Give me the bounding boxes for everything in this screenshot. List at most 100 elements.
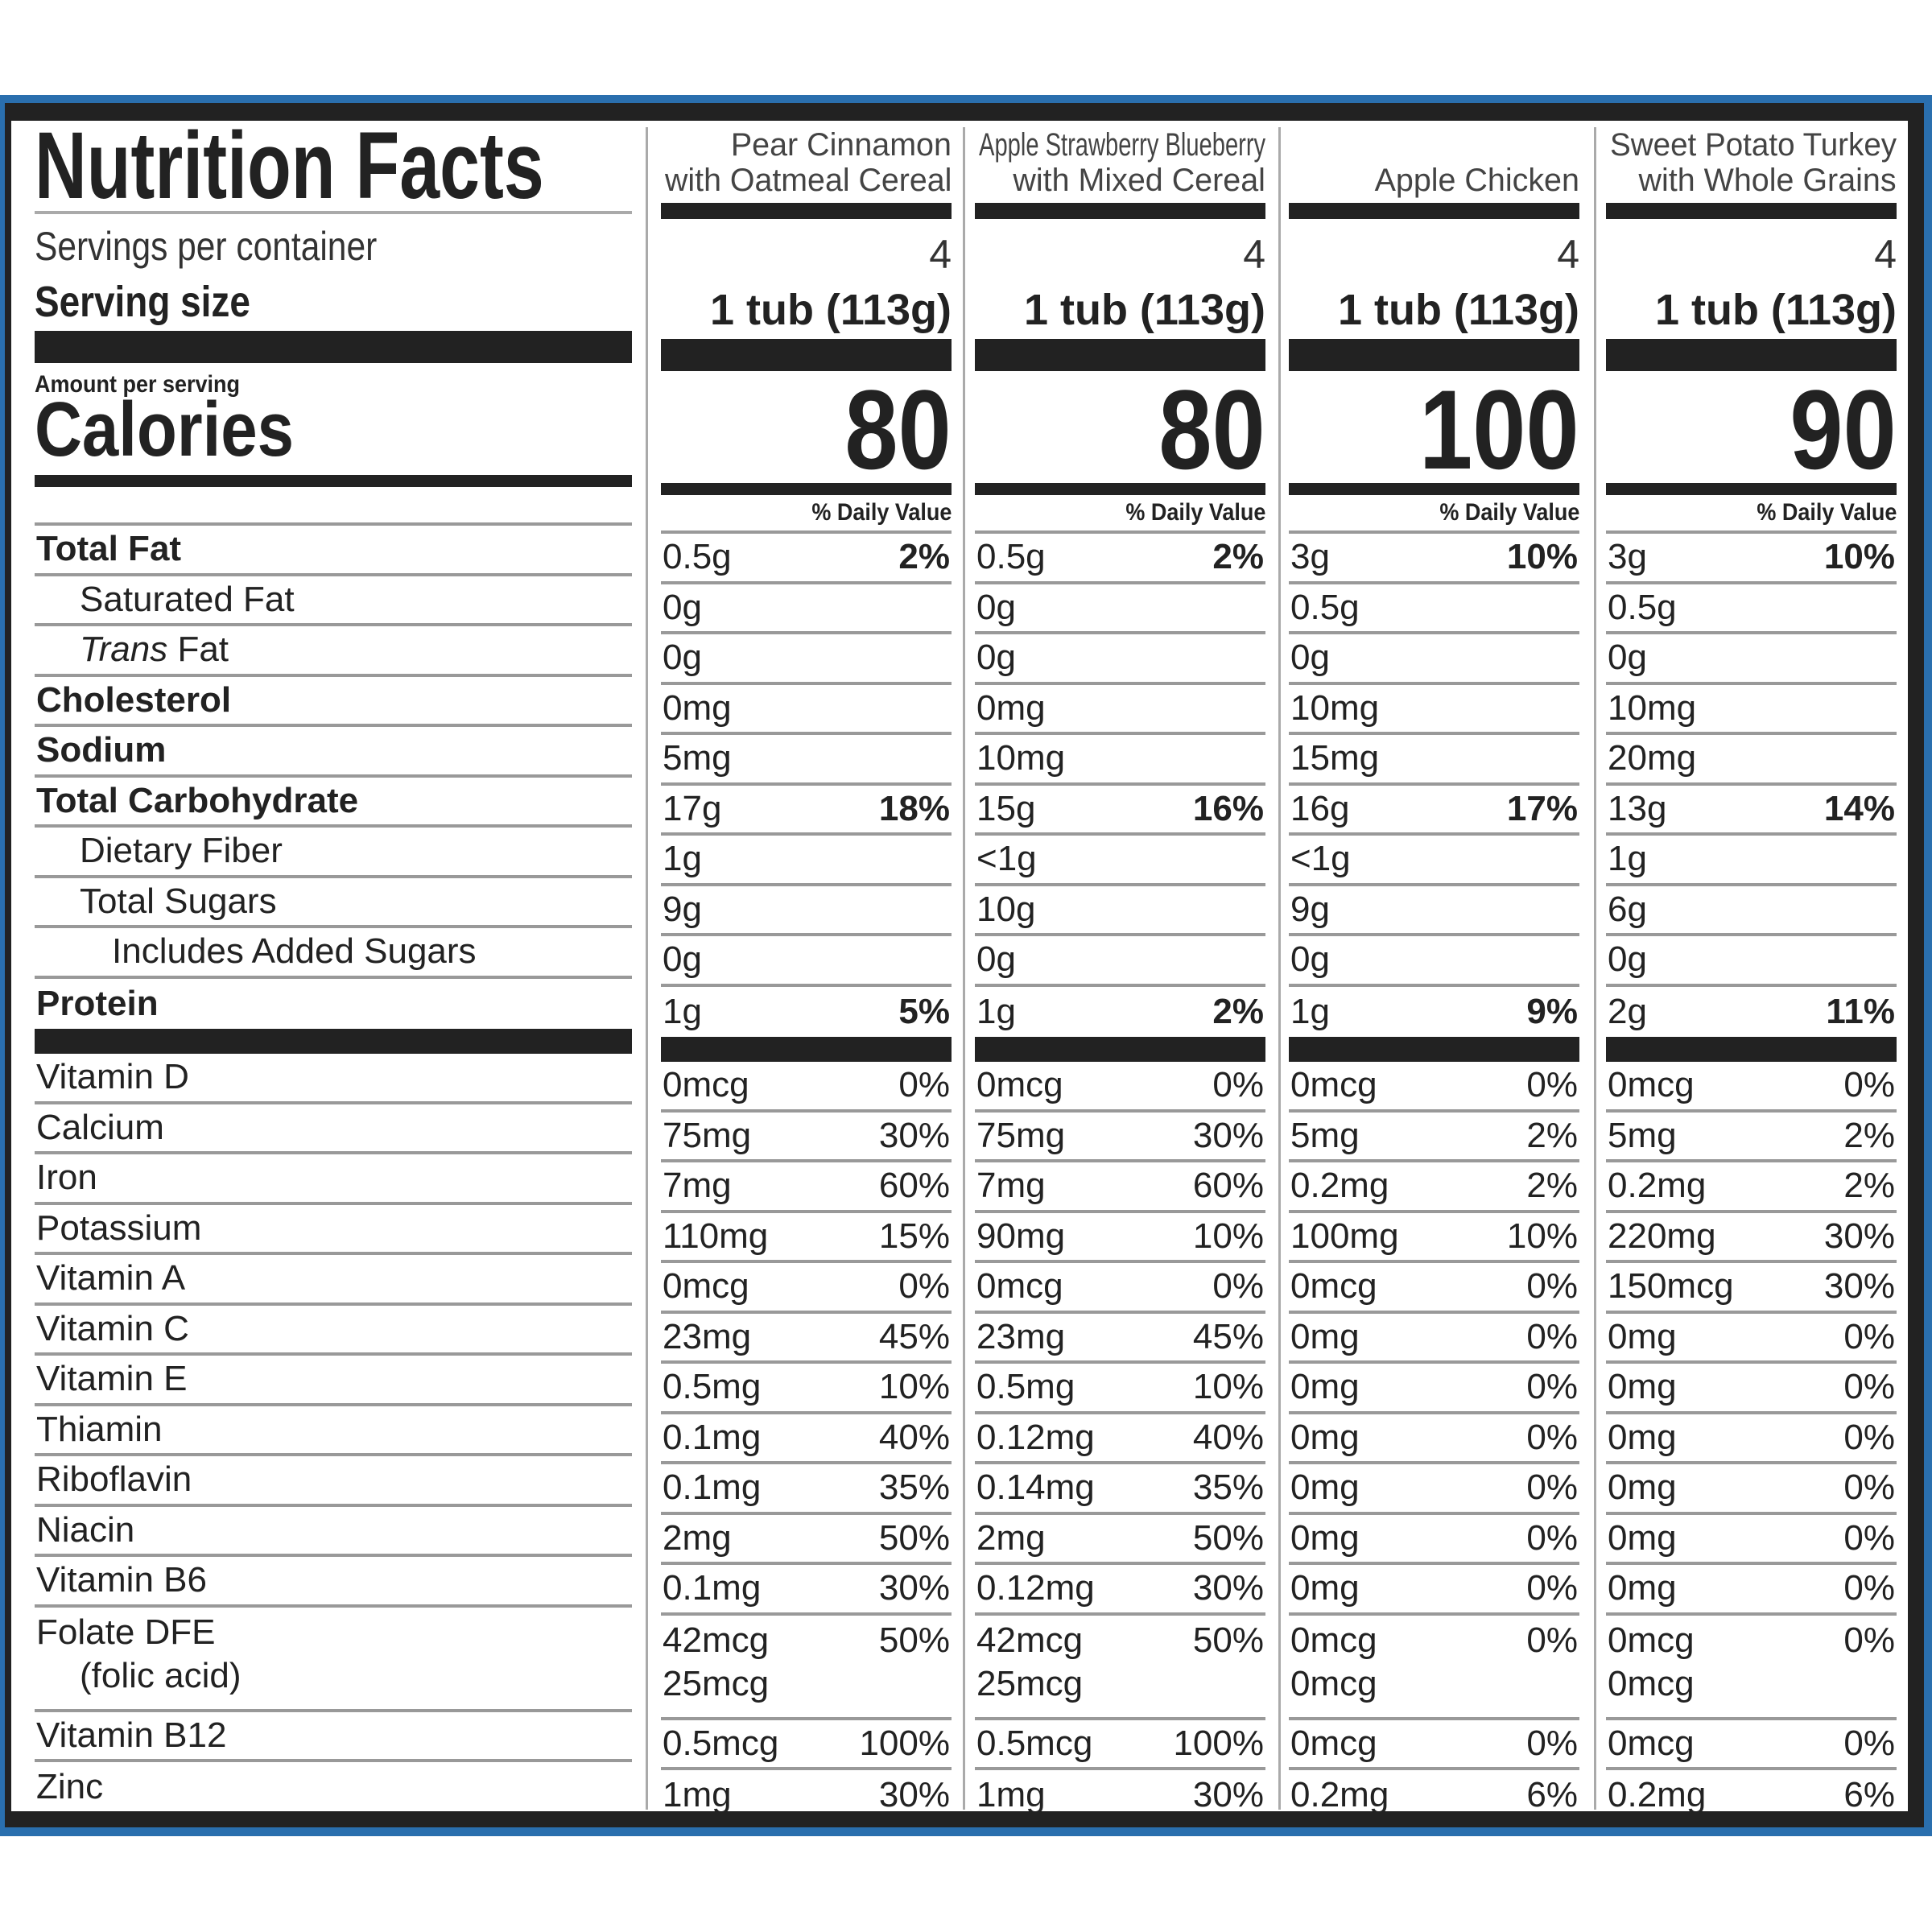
nutrient-amount: 0g <box>976 587 1016 627</box>
product-name-line1: Sweet Potato Turkey <box>1609 127 1897 163</box>
vitamin-dv: 100% <box>859 1723 950 1763</box>
vitamin-value-row: 5mg 2% <box>1606 1113 1897 1162</box>
column-separator <box>646 127 648 1810</box>
label-column: Nutrition Facts Servings per container Ser… <box>35 113 632 1813</box>
vitamin-amount: 0.5mcg <box>663 1723 779 1763</box>
vitamin-dv: 0% <box>898 1266 950 1307</box>
nutrient-value-row: 1g 9% <box>1289 987 1579 1038</box>
vitamin-dv: 0% <box>1526 1266 1578 1307</box>
nutrient-value-row: 0g <box>975 936 1265 987</box>
servings-row: 4 <box>1289 219 1579 278</box>
calories-value: 80 <box>844 366 952 493</box>
vitamin-amount: 150mcg <box>1608 1266 1734 1307</box>
nutrient-label: Total Fat <box>36 529 182 569</box>
vitamin-amount: 2mg <box>976 1517 1046 1558</box>
product-column: Pear Cinnamon with Oatmeal Cereal 4 1 tub (… <box>661 121 952 1821</box>
nutrient-dv: 2% <box>1212 991 1264 1031</box>
vitamin-amount: 5mg <box>1290 1115 1360 1155</box>
nutrient-value-row: 0g <box>661 634 952 685</box>
nutrient-label: Fat <box>167 630 229 670</box>
vitamin-value-row: 0mg 0% <box>1606 1314 1897 1364</box>
nutrient-value-row: 0g <box>661 584 952 634</box>
serving-size-row: 1 tub (113g) <box>975 278 1265 334</box>
vitamin-dv: 30% <box>878 1568 950 1608</box>
vitamin-value-row: 0mg 0% <box>1606 1364 1897 1414</box>
vitamin-value-row: 1mg 30% <box>975 1770 1265 1821</box>
nutrient-value-row: 2g 11% <box>1606 987 1897 1038</box>
nutrient-value-row: <1g <box>975 836 1265 886</box>
vitamin-amount: 42mcg <box>976 1620 1084 1660</box>
vitamin-label-row: Vitamin E <box>35 1356 632 1406</box>
calories-label: Calories <box>35 386 295 473</box>
vitamin-label: Iron <box>36 1158 97 1198</box>
vitamin-dv: 15% <box>878 1216 950 1256</box>
thick-divider <box>35 1029 632 1054</box>
product-name: Apple Strawberry Blueberry with Mixed Cer… <box>975 121 1265 203</box>
thick-divider <box>1289 339 1579 371</box>
vitamin-value-row: 0mg 0% <box>1606 1464 1897 1515</box>
nutrient-dv: 10% <box>1823 537 1895 577</box>
vitamin-value-row: 5mg 2% <box>1289 1113 1579 1162</box>
vitamin-amount-stack: 0mcg 0mcg <box>1290 1619 1377 1706</box>
vitamin-value-row: 100mg 10% <box>1289 1213 1579 1263</box>
vitamin-amount: 75mg <box>976 1115 1066 1155</box>
vitamin-amount: 0mcg <box>1290 1620 1377 1660</box>
vitamin-label-row: Vitamin A <box>35 1255 632 1306</box>
vitamin-amount: 23mg <box>663 1316 752 1356</box>
nutrient-value-row: 3g 10% <box>1289 534 1579 584</box>
serving-size-row: 1 tub (113g) <box>661 278 952 334</box>
nutrient-amount: 10mg <box>976 738 1066 778</box>
vitamin-label-row: Vitamin B12 <box>35 1712 632 1762</box>
vitamin-dv: 0% <box>1843 1367 1895 1407</box>
servings-value: 4 <box>1557 232 1579 277</box>
vitamin-dv: 6% <box>1843 1775 1895 1815</box>
vitamin-label: Riboflavin <box>36 1459 192 1500</box>
nutrient-value-row: 0.5g 2% <box>661 534 952 584</box>
vitamin-amount: 220mg <box>1608 1216 1716 1256</box>
vitamin-label: Calcium <box>36 1107 164 1147</box>
title-wrap: Nutrition Facts <box>35 113 632 219</box>
nutrient-amount: 15mg <box>1290 738 1380 778</box>
nutrient-label: Saturated Fat <box>80 579 295 619</box>
nutrient-amount: 0.5g <box>1290 587 1360 627</box>
dv-header-spacer <box>35 487 632 526</box>
serving-size-value: 1 tub (113g) <box>1337 286 1579 334</box>
vitamin-value-row: 75mg 30% <box>975 1113 1265 1162</box>
vitamin-amount: 0mcg <box>976 1065 1063 1105</box>
vitamin-dv: 10% <box>1192 1367 1264 1407</box>
vitamin-value-row: 0mcg 0% <box>975 1062 1265 1113</box>
vitamin-amount: 42mcg <box>663 1620 770 1660</box>
nutrient-dv: 11% <box>1826 991 1895 1031</box>
nutrient-value-row: 15g 16% <box>975 786 1265 836</box>
vitamin-dv: 0% <box>1843 1568 1895 1608</box>
vitamin-amount-stack: 42mcg 25mcg <box>976 1619 1083 1706</box>
nutrient-amount: 2g <box>1608 991 1647 1031</box>
vitamin-value-row: 0mcg 0% <box>1606 1720 1897 1770</box>
dv-header-label: % Daily Value <box>1756 499 1897 526</box>
vitamin-label: Vitamin A <box>36 1258 186 1298</box>
servings-row: 4 <box>661 219 952 278</box>
vitamin-value-row: 23mg 45% <box>975 1314 1265 1364</box>
nutrient-label-row: Protein <box>35 979 632 1030</box>
amount-per-serving: Amount per serving <box>35 371 241 398</box>
nutrient-value-row: 1g 2% <box>975 987 1265 1038</box>
nutrient-value-row: 3g 10% <box>1606 534 1897 584</box>
vitamin-amount: 0mg <box>1608 1417 1677 1457</box>
vitamin-value-row: 0mg 0% <box>1606 1515 1897 1565</box>
vitamin-amount-folic: 25mcg <box>663 1663 770 1703</box>
medium-divider <box>1289 483 1579 495</box>
vitamin-dv: 30% <box>878 1115 950 1155</box>
nutrient-amount: 0g <box>976 638 1016 678</box>
vitamin-value-row: 0mcg 0% <box>1289 1720 1579 1770</box>
nutrient-label: Total Sugars <box>80 881 277 921</box>
vitamin-amount: 0mg <box>1608 1468 1677 1508</box>
vitamin-value-row: 0.1mg 40% <box>661 1414 952 1464</box>
nutrient-label: Protein <box>36 983 159 1023</box>
vitamin-value-row: 42mcg 25mcg 50% <box>661 1616 952 1720</box>
nutrient-value-row: 0g <box>975 584 1265 634</box>
vitamin-dv: 0% <box>1843 1517 1895 1558</box>
vitamin-value-row: 0.5mcg 100% <box>975 1720 1265 1770</box>
vitamin-value-row: 220mg 30% <box>1606 1213 1897 1263</box>
nutrient-label-row: Sodium <box>35 727 632 778</box>
product-name: Pear Cinnamon with Oatmeal Cereal <box>661 121 952 203</box>
